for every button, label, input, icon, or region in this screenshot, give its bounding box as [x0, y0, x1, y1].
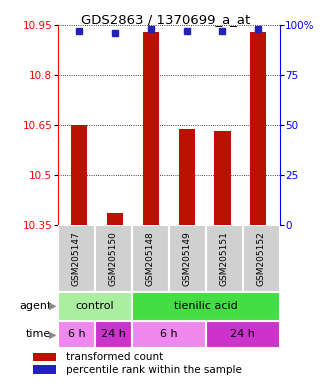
Bar: [243, 225, 280, 292]
Bar: [179, 129, 195, 225]
Text: GSM205152: GSM205152: [257, 231, 266, 286]
Bar: [58, 321, 95, 348]
Bar: [206, 225, 243, 292]
Bar: [132, 321, 206, 348]
Bar: [33, 353, 56, 361]
Text: 24 h: 24 h: [101, 329, 126, 339]
Text: 6 h: 6 h: [68, 329, 85, 339]
Bar: [58, 225, 95, 292]
Text: GSM205149: GSM205149: [183, 231, 192, 286]
Bar: [95, 225, 132, 292]
Bar: [214, 131, 230, 225]
Text: GSM205150: GSM205150: [109, 231, 118, 286]
Text: time: time: [26, 329, 51, 339]
Text: control: control: [75, 301, 114, 311]
Bar: [143, 31, 159, 225]
Bar: [33, 365, 56, 374]
Bar: [58, 292, 132, 321]
Bar: [250, 31, 266, 225]
Text: GSM205147: GSM205147: [72, 231, 81, 286]
Bar: [107, 213, 123, 225]
Bar: [132, 292, 280, 321]
Text: transformed count: transformed count: [66, 352, 164, 362]
Text: percentile rank within the sample: percentile rank within the sample: [66, 364, 242, 374]
Text: GSM205148: GSM205148: [146, 231, 155, 286]
Text: ▶: ▶: [49, 301, 56, 311]
Bar: [95, 321, 132, 348]
Bar: [71, 125, 87, 225]
Text: GSM205151: GSM205151: [220, 231, 229, 286]
Text: agent: agent: [19, 301, 51, 311]
Text: ▶: ▶: [49, 329, 56, 339]
Bar: [206, 321, 280, 348]
Text: 24 h: 24 h: [230, 329, 255, 339]
Bar: [169, 225, 206, 292]
Text: 6 h: 6 h: [160, 329, 178, 339]
Text: tienilic acid: tienilic acid: [174, 301, 238, 311]
Bar: [132, 225, 169, 292]
Text: GDS2863 / 1370699_a_at: GDS2863 / 1370699_a_at: [81, 13, 250, 26]
